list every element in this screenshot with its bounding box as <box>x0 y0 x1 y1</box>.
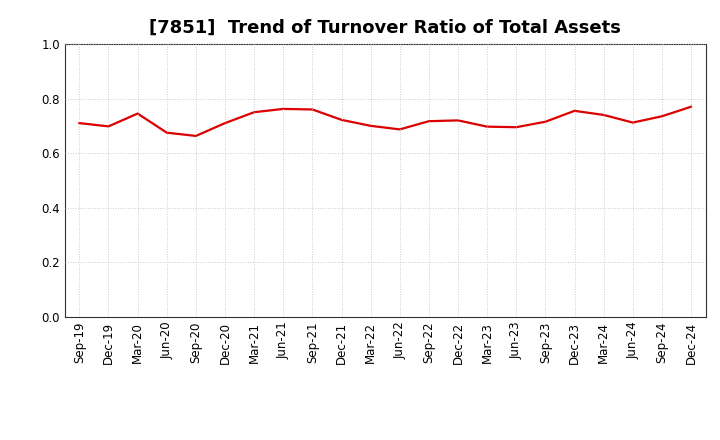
Title: [7851]  Trend of Turnover Ratio of Total Assets: [7851] Trend of Turnover Ratio of Total … <box>149 19 621 37</box>
